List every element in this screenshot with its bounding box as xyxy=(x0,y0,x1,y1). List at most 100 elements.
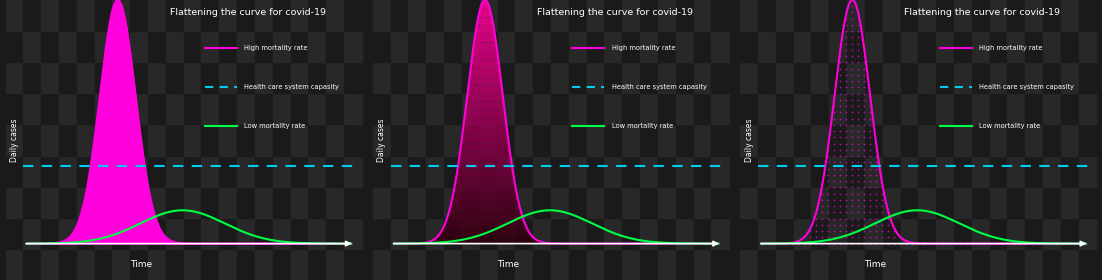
Bar xyxy=(793,218,811,249)
Bar xyxy=(693,93,711,124)
Bar xyxy=(676,31,693,62)
Bar xyxy=(1079,124,1096,156)
Bar xyxy=(776,93,793,124)
Point xyxy=(782,241,800,246)
Bar xyxy=(326,62,344,93)
Bar xyxy=(409,187,426,218)
Point xyxy=(836,92,854,96)
Bar xyxy=(847,124,865,156)
Bar xyxy=(309,31,326,62)
Bar xyxy=(1079,156,1096,187)
Bar xyxy=(130,93,148,124)
Bar xyxy=(918,31,936,62)
Bar xyxy=(918,187,936,218)
Bar xyxy=(6,0,23,31)
Bar xyxy=(390,218,409,249)
Point xyxy=(867,216,885,221)
Point xyxy=(836,216,854,221)
Bar xyxy=(1025,218,1042,249)
Point xyxy=(843,154,861,158)
Point xyxy=(836,85,854,90)
Bar xyxy=(112,124,130,156)
Bar xyxy=(41,187,60,218)
Point xyxy=(1041,241,1059,246)
Point xyxy=(867,154,885,158)
Bar xyxy=(623,62,640,93)
Point xyxy=(849,173,866,177)
Bar xyxy=(41,249,60,280)
Bar xyxy=(291,0,309,31)
Point xyxy=(843,179,861,183)
Point xyxy=(849,10,866,15)
Bar xyxy=(426,0,444,31)
Bar xyxy=(372,62,390,93)
Point xyxy=(855,116,873,121)
Bar xyxy=(640,62,658,93)
Bar xyxy=(409,0,426,31)
Bar xyxy=(219,124,237,156)
Bar xyxy=(623,249,640,280)
Point xyxy=(831,166,849,171)
Point xyxy=(861,166,878,171)
Bar xyxy=(676,124,693,156)
Point xyxy=(824,204,842,208)
Point xyxy=(855,192,873,196)
Bar xyxy=(219,93,237,124)
Point xyxy=(873,241,890,246)
Point xyxy=(836,60,854,65)
Bar xyxy=(165,62,184,93)
Bar xyxy=(658,124,676,156)
Point xyxy=(849,229,866,233)
Bar xyxy=(497,249,516,280)
Bar xyxy=(165,249,184,280)
Point xyxy=(836,154,854,158)
Bar xyxy=(990,249,1007,280)
Bar xyxy=(741,0,758,31)
Point xyxy=(753,241,770,246)
Point xyxy=(849,41,866,46)
Bar xyxy=(640,0,658,31)
Bar xyxy=(112,0,130,31)
Bar xyxy=(148,93,165,124)
Bar xyxy=(130,218,148,249)
Bar xyxy=(676,218,693,249)
Point xyxy=(819,241,836,246)
Bar xyxy=(95,124,112,156)
Bar xyxy=(758,93,776,124)
Point xyxy=(951,241,969,246)
Bar xyxy=(202,124,219,156)
Bar xyxy=(237,31,255,62)
Bar xyxy=(344,249,361,280)
Bar xyxy=(954,156,972,187)
Point xyxy=(824,229,842,233)
Bar xyxy=(1007,249,1025,280)
Point xyxy=(824,235,842,240)
Bar xyxy=(497,124,516,156)
Point xyxy=(855,229,873,233)
Bar xyxy=(309,156,326,187)
Point xyxy=(813,241,831,246)
Point xyxy=(878,223,896,227)
Bar xyxy=(112,93,130,124)
Bar xyxy=(865,93,883,124)
Point xyxy=(849,198,866,202)
Bar xyxy=(918,0,936,31)
Bar xyxy=(444,156,462,187)
Bar xyxy=(758,0,776,31)
Bar xyxy=(776,187,793,218)
Point xyxy=(885,235,903,240)
Point xyxy=(831,85,849,90)
Bar xyxy=(811,124,829,156)
Bar xyxy=(462,156,479,187)
Point xyxy=(867,173,885,177)
Bar xyxy=(829,93,847,124)
Bar xyxy=(390,31,409,62)
Bar xyxy=(516,156,533,187)
Text: Daily cases: Daily cases xyxy=(10,118,19,162)
Bar xyxy=(640,249,658,280)
Bar xyxy=(237,156,255,187)
Bar xyxy=(811,187,829,218)
Bar xyxy=(676,187,693,218)
Bar xyxy=(1079,93,1096,124)
Point xyxy=(824,160,842,165)
